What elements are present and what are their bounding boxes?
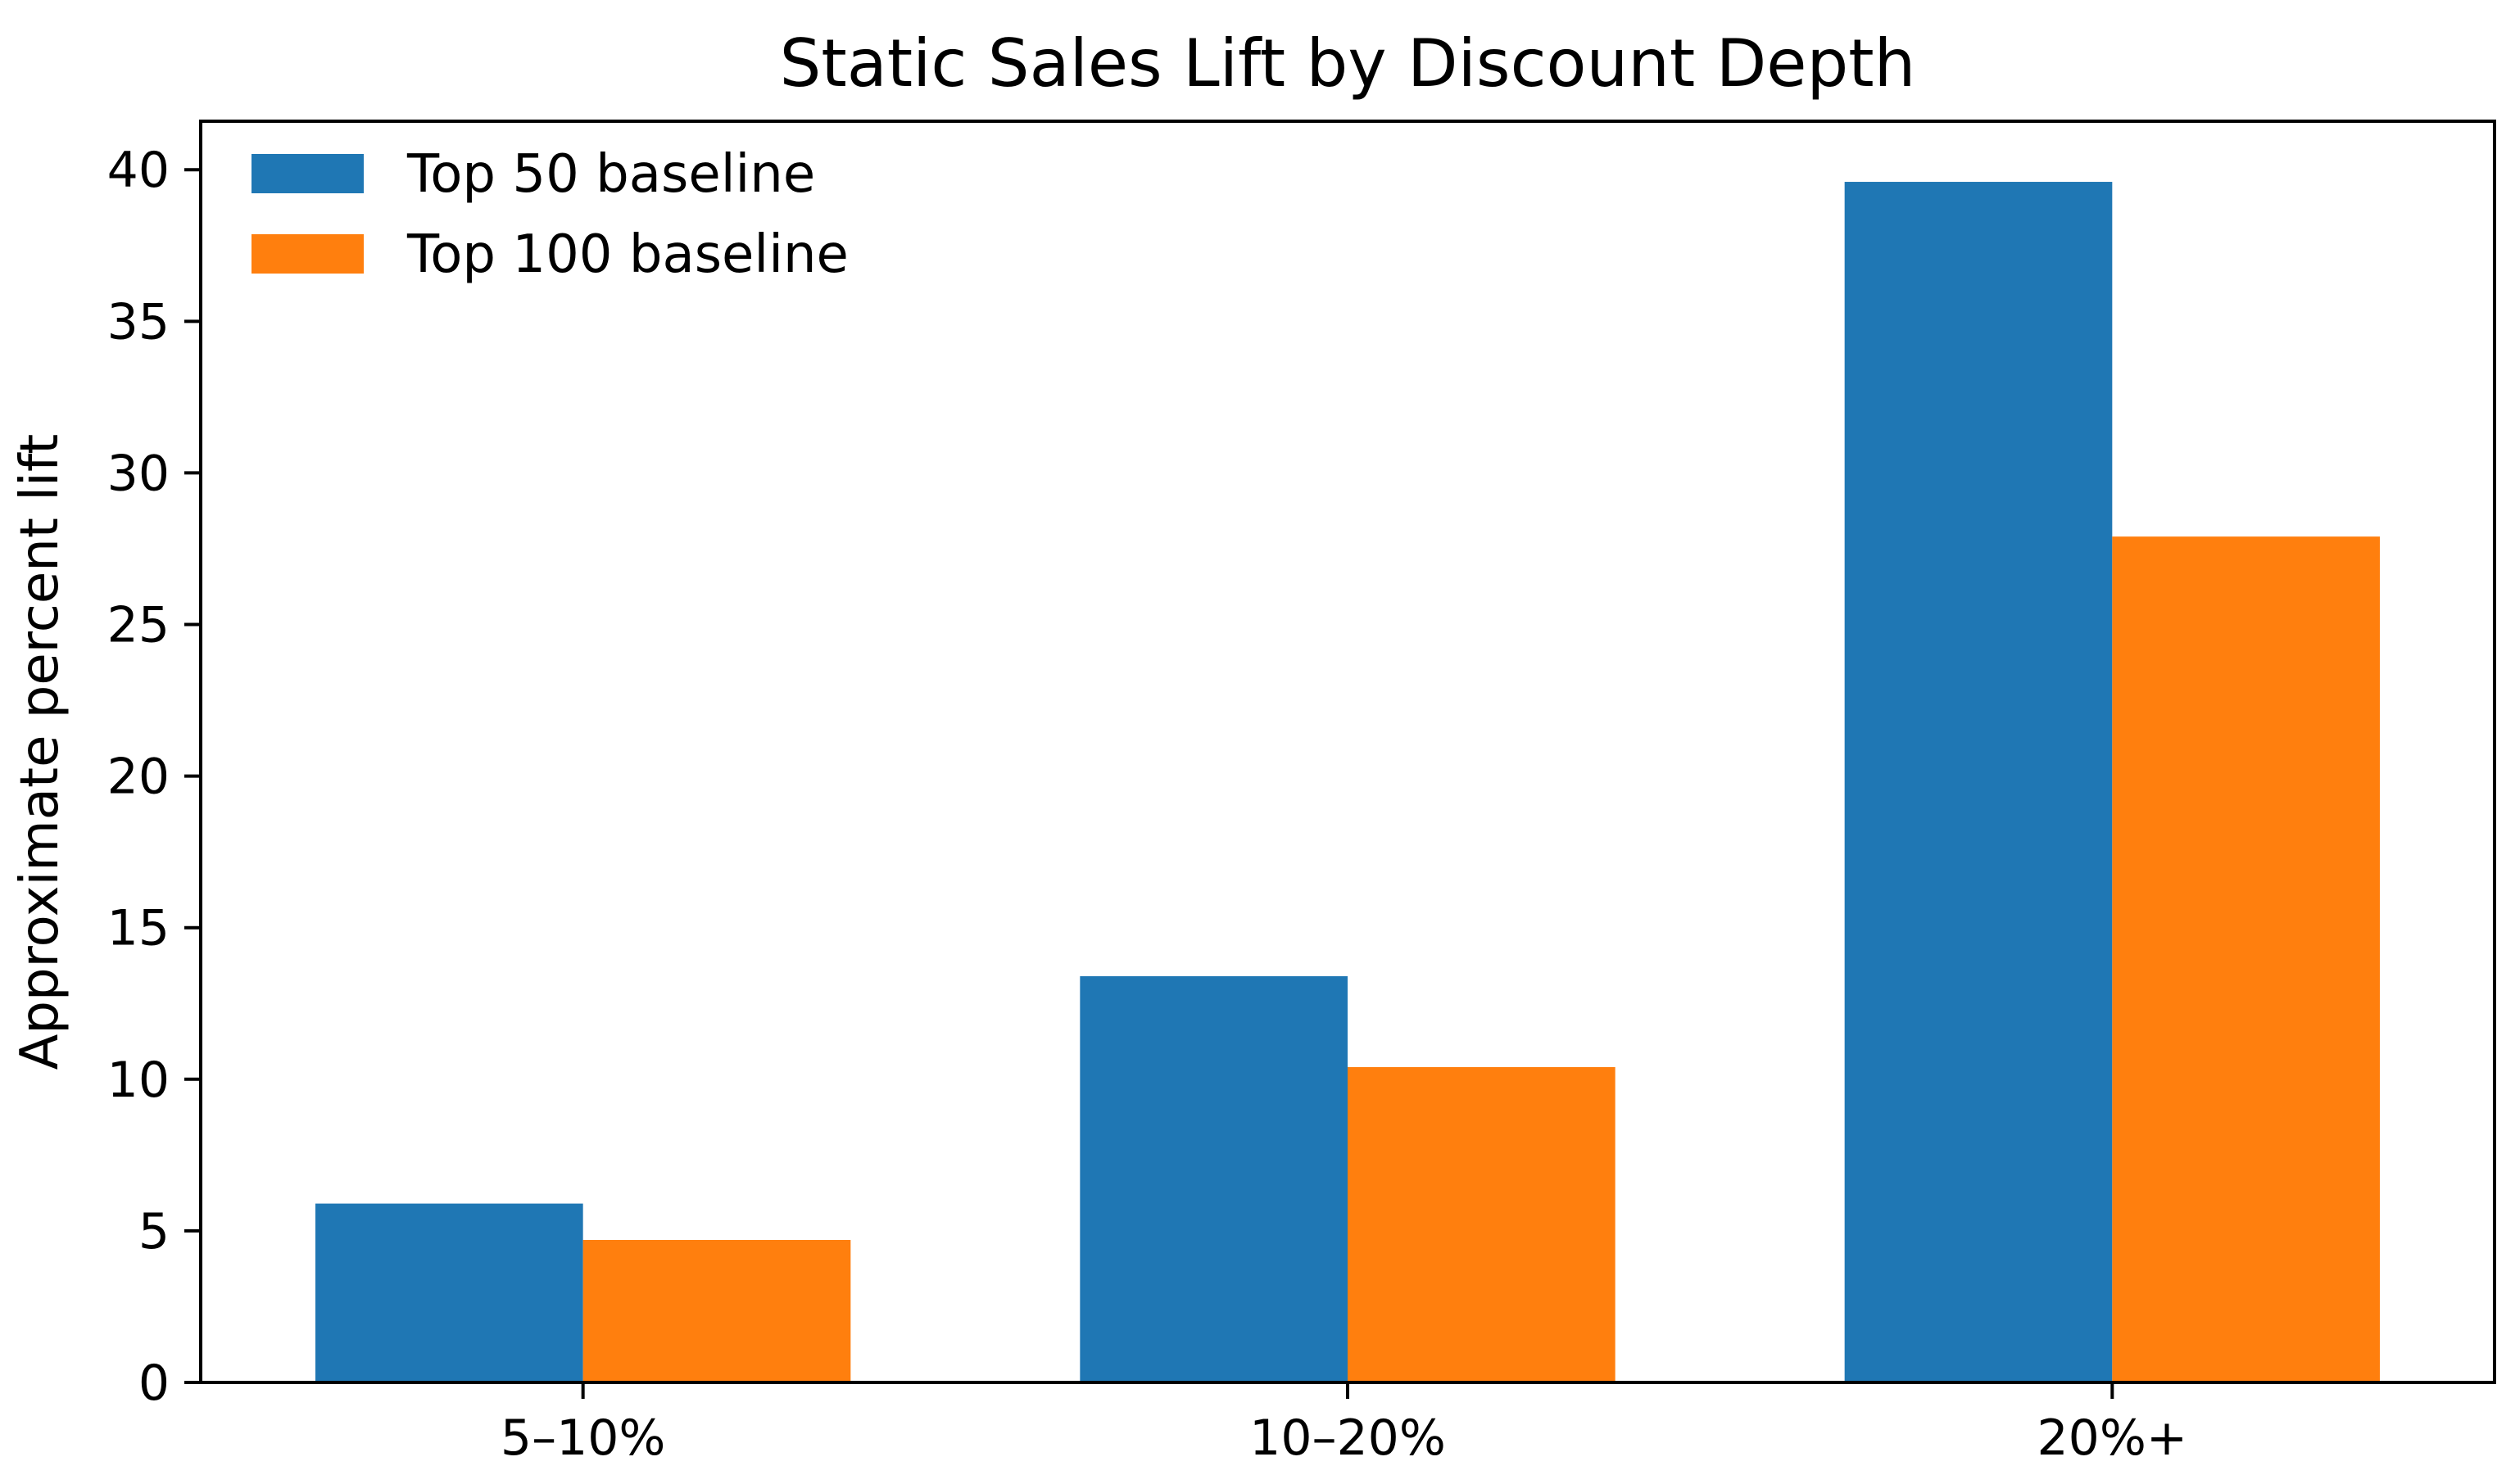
plot-frame <box>199 120 2496 1384</box>
y-tick-label: 5 <box>138 1203 170 1260</box>
y-tick-label: 15 <box>107 900 170 957</box>
x-tick-label: 20%+ <box>2037 1409 2188 1467</box>
legend-swatch-0 <box>252 154 364 193</box>
y-tick-label: 40 <box>107 142 170 199</box>
y-tick-label: 20 <box>107 749 170 806</box>
legend-label-1: Top 100 baseline <box>406 224 849 285</box>
y-tick-label: 30 <box>107 445 170 502</box>
bar-series-0-category-2 <box>1844 182 2113 1383</box>
y-axis-label: Approximate percent lift <box>10 434 70 1070</box>
y-tick-label: 10 <box>107 1052 170 1109</box>
axes-layer: 0 5 10 15 20 25 30 35 40 5–10% 10–20% 20%+ <box>107 142 2188 1467</box>
x-tick-label: 10–20% <box>1249 1409 1446 1467</box>
bar-series-1-category-2 <box>2112 536 2380 1382</box>
legend: Top 50 baseline Top 100 baseline <box>252 144 849 285</box>
legend-label-0: Top 50 baseline <box>406 144 815 205</box>
bar-series-0-category-1 <box>1080 975 1348 1382</box>
bars-layer <box>315 182 2380 1383</box>
y-tick-label: 35 <box>107 293 170 351</box>
y-tick-label: 25 <box>107 597 170 654</box>
bar-series-0-category-0 <box>315 1203 583 1382</box>
x-tick-label: 5–10% <box>501 1409 666 1467</box>
chart-title: Static Sales Lift by Discount Depth <box>780 25 1916 102</box>
y-tick-label: 0 <box>138 1355 170 1412</box>
bar-series-1-category-0 <box>582 1240 851 1382</box>
bar-series-1-category-1 <box>1348 1067 1615 1382</box>
legend-swatch-1 <box>252 234 364 274</box>
